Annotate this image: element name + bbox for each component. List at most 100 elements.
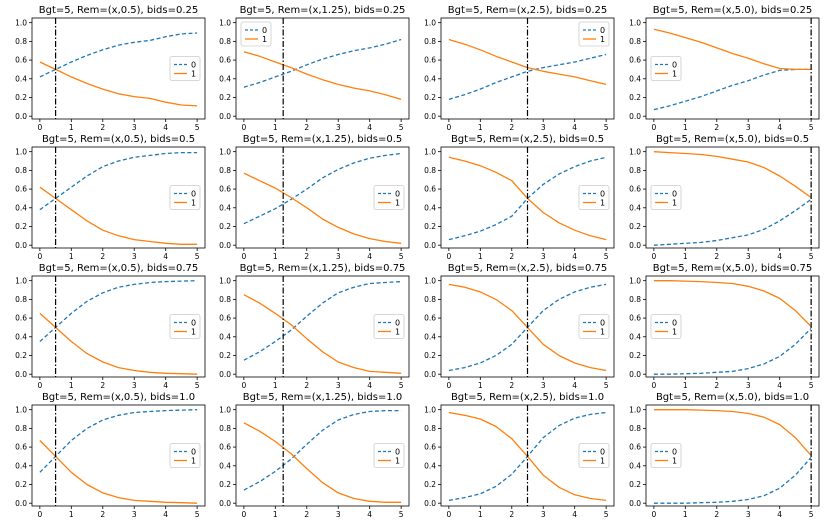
legend-box (169, 185, 201, 210)
legend: 01 (578, 185, 610, 210)
x-tick-label: 3 (336, 252, 341, 261)
y-tick-label: 0.2 (15, 351, 27, 360)
y-tick-label: 1.0 (15, 276, 27, 285)
x-tick-label: 2 (509, 381, 514, 390)
x-tick-label: 2 (714, 252, 719, 261)
legend-label-0: 0 (672, 448, 677, 457)
y-tick-label: 0.4 (219, 74, 231, 83)
x-tick-label: 5 (809, 381, 814, 390)
y-tick-label: 0.4 (219, 461, 231, 470)
x-tick-label: 2 (304, 252, 309, 261)
y-tick-label: 0.6 (15, 56, 27, 65)
legend: 01 (650, 185, 682, 210)
x-tick-label: 5 (604, 123, 609, 132)
subplot-title: Bgt=5, Rem=(x,1.25), bids=1.0 (243, 392, 403, 403)
x-tick-label: 0 (37, 252, 42, 261)
y-tick-label: 1.0 (424, 18, 436, 27)
y-tick-label: 0.0 (15, 241, 27, 250)
y-tick-label: 0.0 (629, 370, 641, 379)
y-tick-label: 0.0 (629, 241, 641, 250)
subplot-4-4: Bgt=5, Rem=(x,5.0), bids=1.00 1 2 3 4 50.00.2… (629, 392, 820, 519)
y-tick-label: 0.2 (629, 351, 641, 360)
series-0-line (653, 327, 812, 375)
series-1-line (39, 440, 198, 504)
legend-label-0: 0 (600, 26, 605, 35)
legend-box (240, 21, 272, 47)
axes-frame (440, 275, 615, 378)
axes-frame (31, 17, 206, 120)
x-tick-label: 5 (195, 123, 200, 132)
subplot-title: Bgt=5, Rem=(x,1.25), bids=0.25 (240, 5, 406, 16)
subplot-4-1: Bgt=5, Rem=(x,0.5), bids=1.00 1 2 3 4 50.00.2… (15, 392, 206, 519)
x-tick-label: 3 (132, 123, 137, 132)
y-tick-label: 0.0 (15, 370, 27, 379)
series-1-line (243, 294, 402, 374)
y-tick-label: 0.8 (15, 295, 27, 304)
legend-box (578, 185, 610, 210)
subplot-2-1: Bgt=5, Rem=(x,0.5), bids=0.50 1 2 3 4 50.00.2… (15, 134, 206, 261)
y-tick-label: 0.6 (15, 185, 27, 194)
y-tick-label: 0.8 (424, 37, 436, 46)
y-tick-label: 0.6 (424, 185, 436, 194)
legend-label-1: 1 (395, 457, 400, 466)
x-tick-label: 0 (446, 510, 451, 519)
x-tick-label: 3 (132, 252, 137, 261)
axes-frame (645, 404, 820, 507)
series-1-line (243, 422, 402, 503)
legend-label-1: 1 (191, 457, 196, 466)
y-tick-label: 0.4 (629, 461, 641, 470)
x-tick-label: 3 (336, 123, 341, 132)
legend: 01 (169, 56, 201, 81)
series-1-line (39, 61, 198, 107)
y-tick-label: 0.6 (629, 185, 641, 194)
x-tick-label: 5 (604, 381, 609, 390)
x-tick-label: 5 (604, 252, 609, 261)
series-1-line (39, 186, 198, 245)
x-tick-label: 2 (509, 252, 514, 261)
y-tick-label: 0.6 (629, 314, 641, 323)
x-tick-label: 5 (399, 123, 404, 132)
x-tick-label: 4 (777, 252, 782, 261)
legend-label-1: 1 (191, 70, 196, 79)
x-tick-label: 2 (714, 381, 719, 390)
x-tick-label: 0 (446, 381, 451, 390)
legend-label-1: 1 (672, 199, 677, 208)
x-tick-label: 5 (195, 381, 200, 390)
x-tick-label: 4 (572, 381, 577, 390)
series-0-line (653, 198, 812, 246)
legend-label-1: 1 (672, 457, 677, 466)
axes-frame (235, 404, 410, 507)
legend-label-1: 1 (600, 35, 605, 44)
legend-box (373, 185, 405, 210)
legend-label-0: 0 (600, 319, 605, 328)
x-tick-label: 5 (399, 381, 404, 390)
series-0-line (39, 280, 198, 342)
x-tick-label: 3 (541, 381, 546, 390)
y-tick-label: 0.6 (629, 443, 641, 452)
series-1-line (243, 51, 402, 101)
series-1-line (653, 409, 812, 456)
x-tick-label: 1 (69, 252, 74, 261)
x-tick-label: 5 (809, 123, 814, 132)
y-tick-label: 1.0 (15, 405, 27, 414)
x-tick-label: 5 (604, 510, 609, 519)
series-0-line (653, 456, 812, 504)
y-tick-label: 0.8 (629, 295, 641, 304)
x-tick-label: 1 (478, 123, 483, 132)
subplot-3-2: Bgt=5, Rem=(x,1.25), bids=0.750 1 2 3 4 50.00… (219, 263, 410, 390)
y-tick-label: 0.4 (629, 332, 641, 341)
y-tick-label: 0.2 (629, 93, 641, 102)
y-tick-label: 0.8 (424, 424, 436, 433)
x-tick-label: 2 (100, 252, 105, 261)
x-tick-label: 2 (714, 123, 719, 132)
axes-frame (235, 275, 410, 378)
subplot-title: Bgt=5, Rem=(x,1.25), bids=0.5 (243, 134, 403, 145)
x-tick-label: 4 (367, 510, 372, 519)
subplot-title: Bgt=5, Rem=(x,2.5), bids=0.75 (448, 263, 608, 274)
x-tick-label: 2 (304, 123, 309, 132)
legend-label-1: 1 (600, 457, 605, 466)
x-tick-label: 4 (572, 252, 577, 261)
x-tick-label: 0 (651, 123, 656, 132)
subplot-title: Bgt=5, Rem=(x,0.5), bids=0.25 (39, 5, 199, 16)
subplot-title: Bgt=5, Rem=(x,2.5), bids=1.0 (451, 392, 604, 403)
